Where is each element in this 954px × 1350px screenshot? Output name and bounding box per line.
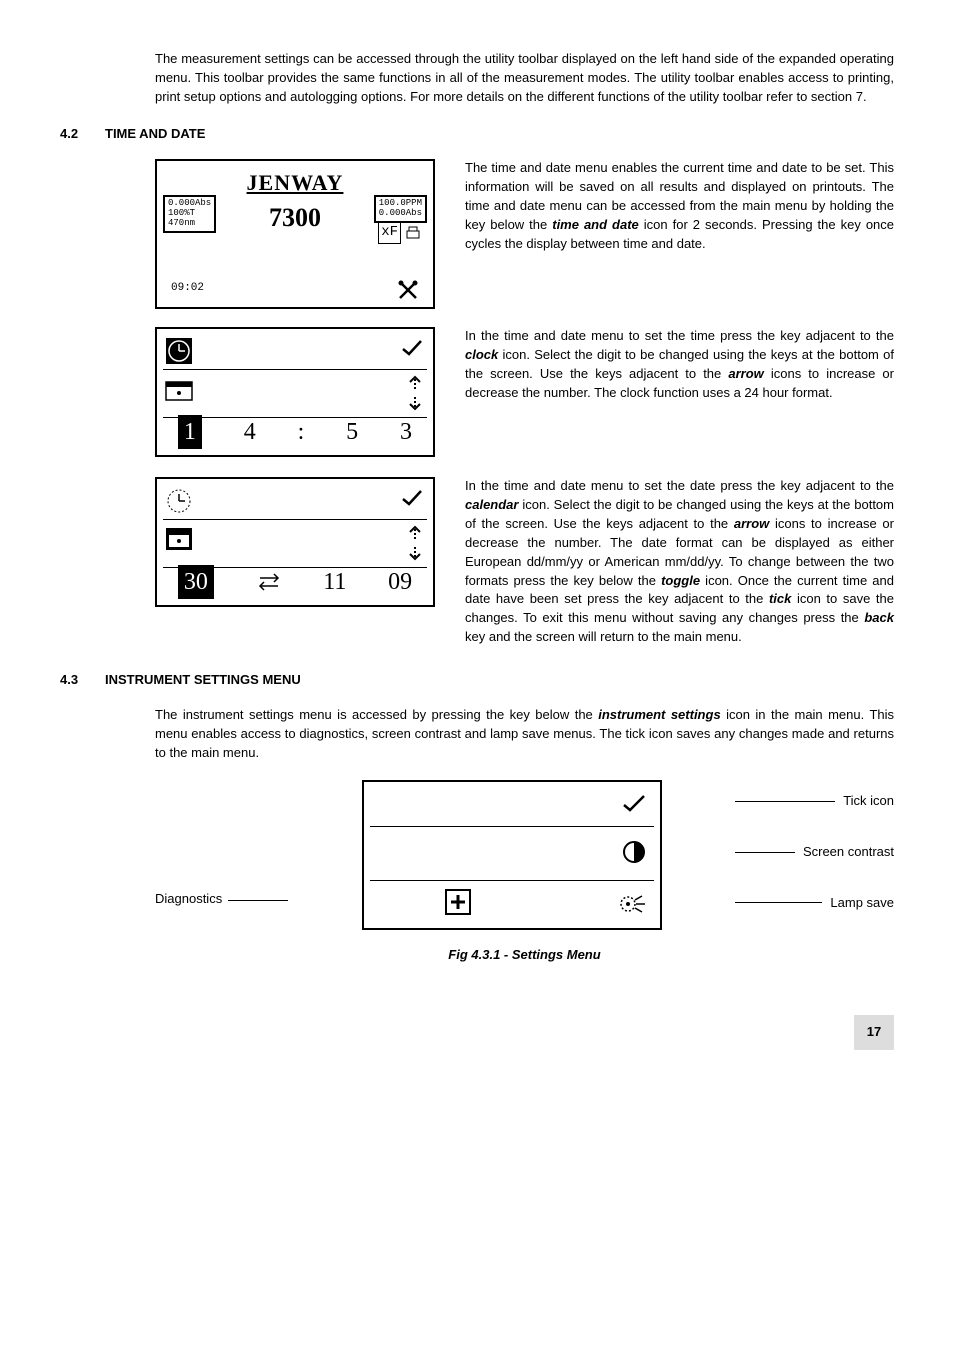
arrow-up-icon <box>405 375 425 391</box>
section-title: TIME AND DATE <box>105 125 205 144</box>
print-icon <box>405 225 421 241</box>
lcd-date-set-screenshot: 30 11 09 <box>155 477 435 647</box>
section-number: 4.2 <box>60 125 105 144</box>
clock-icon <box>165 487 193 515</box>
time-date-paragraph-2: In the time and date menu to set the tim… <box>465 327 894 457</box>
tick-label: Tick icon <box>843 792 894 811</box>
intro-paragraph: The measurement settings can be accessed… <box>155 50 894 107</box>
arrow-down-icon <box>405 395 425 411</box>
page-number: 17 <box>854 1015 894 1050</box>
contrast-icon <box>622 840 646 864</box>
settings-lcd <box>362 780 662 930</box>
tick-icon <box>401 489 423 507</box>
calendar-icon <box>165 377 193 401</box>
lamp-label: Lamp save <box>830 894 894 913</box>
contrast-label: Screen contrast <box>803 843 894 862</box>
section-title: INSTRUMENT SETTINGS MENU <box>105 671 301 690</box>
date-digits: 30 11 09 <box>157 565 433 600</box>
lcd-xf-row: xF <box>378 221 421 243</box>
tick-icon <box>401 339 423 357</box>
lcd-clock-time: 09:02 <box>171 281 204 297</box>
lcd-left-readings: 0.000Abs 100%T 470nm <box>163 195 216 233</box>
arrow-down-icon <box>405 545 425 561</box>
lcd-main-screenshot: JENWAY 7300 0.000Abs 100%T 470nm 100.0PP… <box>155 159 435 309</box>
section-4-2-heading: 4.2 TIME AND DATE <box>60 125 894 144</box>
instrument-settings-paragraph: The instrument settings menu is accessed… <box>155 706 894 763</box>
diagnostics-icon <box>444 888 472 916</box>
tick-icon <box>622 794 646 814</box>
calendar-icon <box>165 527 193 551</box>
time-date-paragraph-1: The time and date menu enables the curre… <box>465 159 894 309</box>
time-date-paragraph-3: In the time and date menu to set the dat… <box>465 477 894 647</box>
clock-icon <box>165 337 193 365</box>
settings-menu-figure: Diagnostics Tick icon Screen contrast L <box>155 780 894 965</box>
time-digits: 1 4 : 5 3 <box>157 415 433 450</box>
toggle-icon <box>256 572 282 592</box>
arrow-up-icon <box>405 525 425 541</box>
lcd-right-readings: 100.0PPM 0.000Abs <box>374 195 427 223</box>
lamp-save-icon <box>618 892 646 916</box>
figure-caption: Fig 4.3.1 - Settings Menu <box>155 946 894 965</box>
diagnostics-label: Diagnostics <box>155 890 222 909</box>
tools-icon <box>397 279 419 301</box>
section-number: 4.3 <box>60 671 105 690</box>
lcd-time-set-screenshot: 1 4 : 5 3 <box>155 327 435 457</box>
section-4-3-heading: 4.3 INSTRUMENT SETTINGS MENU <box>60 671 894 690</box>
